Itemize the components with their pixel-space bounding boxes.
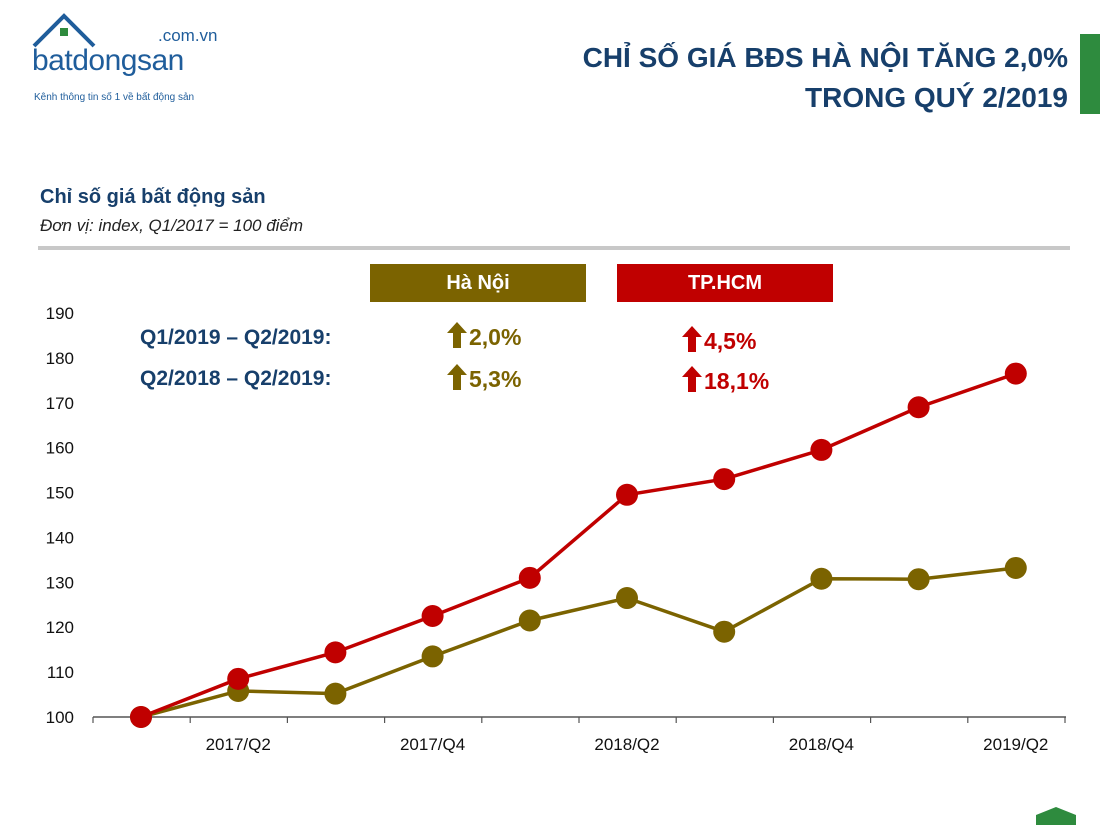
x-tick-label: 2018/Q2 <box>594 735 659 754</box>
chart-unit: Đơn vị: index, Q1/2017 = 100 điểm <box>40 216 304 235</box>
data-point-hcm <box>810 438 833 461</box>
accent-bar <box>1080 34 1100 114</box>
arrow-up-icon <box>447 322 467 348</box>
stat-row2-hcm: 18,1% <box>682 366 769 395</box>
page-title-line1: CHỈ SỐ GIÁ BĐS HÀ NỘI TĂNG 2,0% <box>582 42 1068 73</box>
arrow-up-icon <box>682 366 702 392</box>
page-title-line2: TRONG QUÝ 2/2019 <box>805 82 1068 113</box>
data-point-hanoi <box>324 682 347 705</box>
series-line-hanoi <box>140 566 1017 719</box>
data-point-hcm <box>907 396 930 419</box>
x-tick-label: 2017/Q4 <box>400 735 465 754</box>
data-point-hcm <box>421 605 444 627</box>
stat-row2-hcm-value: 18,1% <box>704 368 770 394</box>
arrow-up-icon <box>682 326 702 352</box>
arrow-up-icon <box>447 364 467 390</box>
stat-row1-hanoi: 2,0% <box>447 322 521 351</box>
chart-axes: 100 110 120 130 140 150 160 170 180 190 2017/Q2 201… <box>46 304 1066 754</box>
legend-hanoi: Hà Nội <box>370 264 586 302</box>
stat-row2-hanoi: 5,3% <box>447 364 521 393</box>
stat-row1-hcm-value: 4,5% <box>704 328 757 354</box>
chart-title: Chỉ số giá bất động sản <box>40 186 266 208</box>
data-point-hcm <box>713 468 736 491</box>
y-tick-label: 150 <box>46 484 74 503</box>
x-tick-label: 2017/Q2 <box>206 735 271 754</box>
chart-series-lines <box>140 371 1017 719</box>
data-point-hcm <box>130 706 152 728</box>
data-point-hanoi <box>518 609 541 632</box>
data-point-hcm <box>324 641 347 664</box>
y-tick-label: 100 <box>46 708 74 727</box>
y-tick-label: 120 <box>46 618 74 637</box>
page-title: CHỈ SỐ GIÁ BĐS HÀ NỘI TĂNG 2,0% TRONG QU… <box>583 38 1068 118</box>
data-point-hanoi <box>616 587 638 610</box>
data-point-hcm <box>616 483 638 506</box>
stat-row2-hanoi-value: 5,3% <box>469 366 522 392</box>
y-tick-label: 170 <box>46 394 74 413</box>
data-point-hcm <box>227 667 250 690</box>
series-line-hcm <box>140 371 1017 719</box>
x-tick-label: 2019/Q2 <box>983 735 1048 754</box>
data-point-hcm <box>1004 362 1027 385</box>
legend-hcm: TP.HCM <box>617 264 833 302</box>
data-point-hanoi <box>421 645 444 668</box>
stat-row1-hanoi-value: 2,0% <box>469 324 522 350</box>
divider <box>38 246 1070 250</box>
stat-row1-label: Q1/2019 – Q2/2019: <box>140 326 332 349</box>
chart-series-points <box>130 362 1027 728</box>
house-logo-icon <box>32 13 96 48</box>
logo-tagline: Kênh thông tin số 1 về bất động sản <box>34 92 195 103</box>
data-point-hanoi <box>1004 556 1027 579</box>
data-point-hanoi <box>907 568 930 591</box>
stat-row2-label: Q2/2018 – Q2/2019: <box>140 367 332 390</box>
logo-name: batdongsan <box>32 44 184 77</box>
data-point-hanoi <box>713 620 736 643</box>
y-tick-label: 190 <box>46 304 74 323</box>
corner-decoration-icon <box>1036 807 1076 825</box>
y-tick-label: 180 <box>46 349 74 368</box>
y-tick-label: 160 <box>46 439 74 458</box>
batdongsan-logo[interactable]: .com.vn batdongsan Kênh thông tin số 1 v… <box>28 12 228 112</box>
data-point-hanoi <box>810 567 833 590</box>
x-tick-label: 2018/Q4 <box>789 735 854 754</box>
data-point-hcm <box>518 566 541 589</box>
y-tick-label: 130 <box>46 573 74 592</box>
y-tick-label: 140 <box>46 528 74 547</box>
logo-domain: .com.vn <box>158 26 218 45</box>
stat-row1-hcm: 4,5% <box>682 326 756 355</box>
y-tick-label: 110 <box>47 663 74 682</box>
